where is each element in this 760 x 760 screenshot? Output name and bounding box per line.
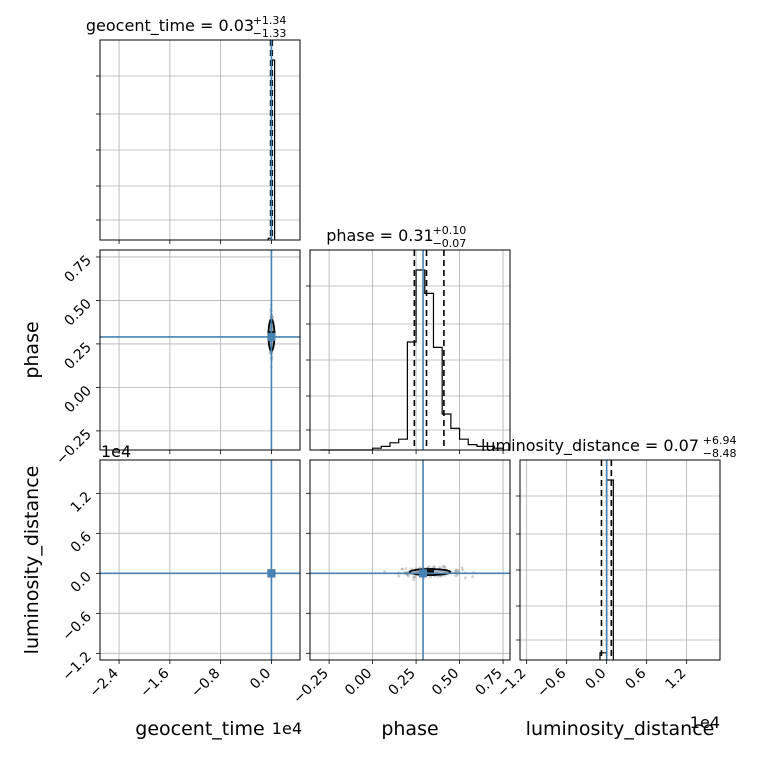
sample-point xyxy=(407,574,410,578)
x-tick-label: 0.00 xyxy=(342,666,375,699)
scatter-panel-luminosity-distance-vs-phase: −0.25 0.00 0.25 0.50 0.75 xyxy=(290,459,511,708)
sample-point xyxy=(443,565,447,569)
sample-point xyxy=(456,568,460,572)
sample-point xyxy=(438,566,442,569)
title-sub-geocent-time: −1.33 xyxy=(253,27,287,40)
x-tick-label: 1.2 xyxy=(662,666,689,693)
sample-point xyxy=(432,565,436,568)
density-core xyxy=(426,568,434,576)
y-tick-label: −0.6 xyxy=(59,609,94,644)
y-tick-label: 1.2 xyxy=(68,489,95,516)
sample-point xyxy=(461,568,465,572)
y-tick-label: 0.75 xyxy=(61,252,94,285)
sample-point xyxy=(427,565,431,569)
x-tick-label: −0.25 xyxy=(290,666,332,708)
title-sup-geocent-time: +1.34 xyxy=(253,14,287,27)
truth-marker xyxy=(267,332,276,341)
y-tick-label: −1.2 xyxy=(59,649,94,684)
sample-point xyxy=(397,574,401,578)
panel-frame xyxy=(99,39,301,241)
sample-point xyxy=(435,570,439,574)
panel-frame xyxy=(519,459,721,661)
scatter-points xyxy=(310,460,510,660)
title-sub-phase: −0.07 xyxy=(433,237,467,250)
x-offset-label-luminosity-distance: 1e4 xyxy=(690,713,720,732)
panel-frame xyxy=(99,459,301,661)
sample-point xyxy=(418,566,422,569)
x-tick-label: 0.0 xyxy=(247,666,274,693)
sample-point xyxy=(456,570,460,573)
sample-point xyxy=(460,566,464,570)
sample-point xyxy=(454,570,457,574)
y-tick-label: 0.00 xyxy=(61,383,94,416)
scatter-panel-phase-vs-geocent-time: −0.25 0.00 0.25 0.50 0.75 xyxy=(53,249,301,468)
y-axis-label-luminosity-distance: luminosity_distance xyxy=(21,466,43,655)
sample-point xyxy=(442,565,446,568)
sample-point xyxy=(414,570,417,574)
sample-point xyxy=(441,565,445,569)
title-sup-luminosity-distance: +6.94 xyxy=(703,434,737,447)
x-tick-label: 0.6 xyxy=(622,665,649,692)
y-tick-label: 0.0 xyxy=(68,569,95,596)
sample-point xyxy=(471,575,475,579)
y-tick-label: 0.50 xyxy=(61,296,94,329)
truth-marker xyxy=(267,569,276,578)
x-tick-label: −2.4 xyxy=(87,665,122,700)
x-axis-label-phase: phase xyxy=(381,718,438,740)
sample-point xyxy=(400,567,404,571)
y-offset-label-luminosity-distance: 1e4 xyxy=(101,442,131,461)
sample-point xyxy=(415,570,419,574)
x-axis-label-geocent-time: geocent_time xyxy=(135,718,264,740)
sample-point xyxy=(454,574,458,578)
scatter-panel-luminosity-distance-vs-geocent-time: −2.4 −1.6 −0.8 0.0 −1.2 −0.6 0.0 0.6 1.2 xyxy=(59,459,301,701)
title-sup-phase: +0.10 xyxy=(433,224,467,237)
x-tick-label: −1.6 xyxy=(137,665,172,700)
sample-point xyxy=(412,575,416,579)
title-sub-luminosity-distance: −8.48 xyxy=(703,447,737,460)
x-tick-label: 0.0 xyxy=(582,666,609,693)
y-tick-label: −0.25 xyxy=(53,426,95,468)
title-luminosity-distance: luminosity_distance = 0.07 xyxy=(481,436,699,456)
y-axis-label-phase: phase xyxy=(21,321,43,378)
sample-point xyxy=(454,568,458,572)
panel-frame xyxy=(309,249,511,451)
sample-point xyxy=(383,570,387,573)
scatter-points xyxy=(100,250,300,450)
sample-point xyxy=(463,576,467,580)
y-tick-label: 0.25 xyxy=(61,339,94,372)
x-offset-label-geocent-time: 1e4 xyxy=(272,719,302,738)
sample-point xyxy=(404,567,408,570)
sample-point xyxy=(412,578,416,582)
y-tick-label: 0.6 xyxy=(68,529,95,556)
sample-point xyxy=(413,575,417,579)
hist-panel-phase: phase = 0.31+0.10−0.07 xyxy=(306,224,511,454)
sample-point xyxy=(412,575,416,579)
sample-point xyxy=(401,567,405,571)
truth-marker xyxy=(419,569,428,578)
panel-frame xyxy=(309,459,511,661)
x-tick-label: 0.25 xyxy=(386,666,419,699)
hist-panel-geocent-time: geocent_time = 0.03+1.34−1.33 xyxy=(86,14,301,244)
sample-point xyxy=(454,569,458,573)
x-tick-label: 0.50 xyxy=(429,666,462,699)
sample-point xyxy=(455,573,459,577)
title-phase: phase = 0.31 xyxy=(326,226,433,245)
panel-frame xyxy=(99,249,301,451)
sample-point xyxy=(441,570,445,573)
x-tick-label: −0.6 xyxy=(534,665,569,700)
x-tick-label: −0.8 xyxy=(188,666,223,701)
sample-point xyxy=(429,575,432,579)
x-axis-label-luminosity-distance: luminosity_distance xyxy=(526,718,715,740)
title-geocent-time: geocent_time = 0.03 xyxy=(86,16,254,36)
scatter-points xyxy=(100,460,300,660)
